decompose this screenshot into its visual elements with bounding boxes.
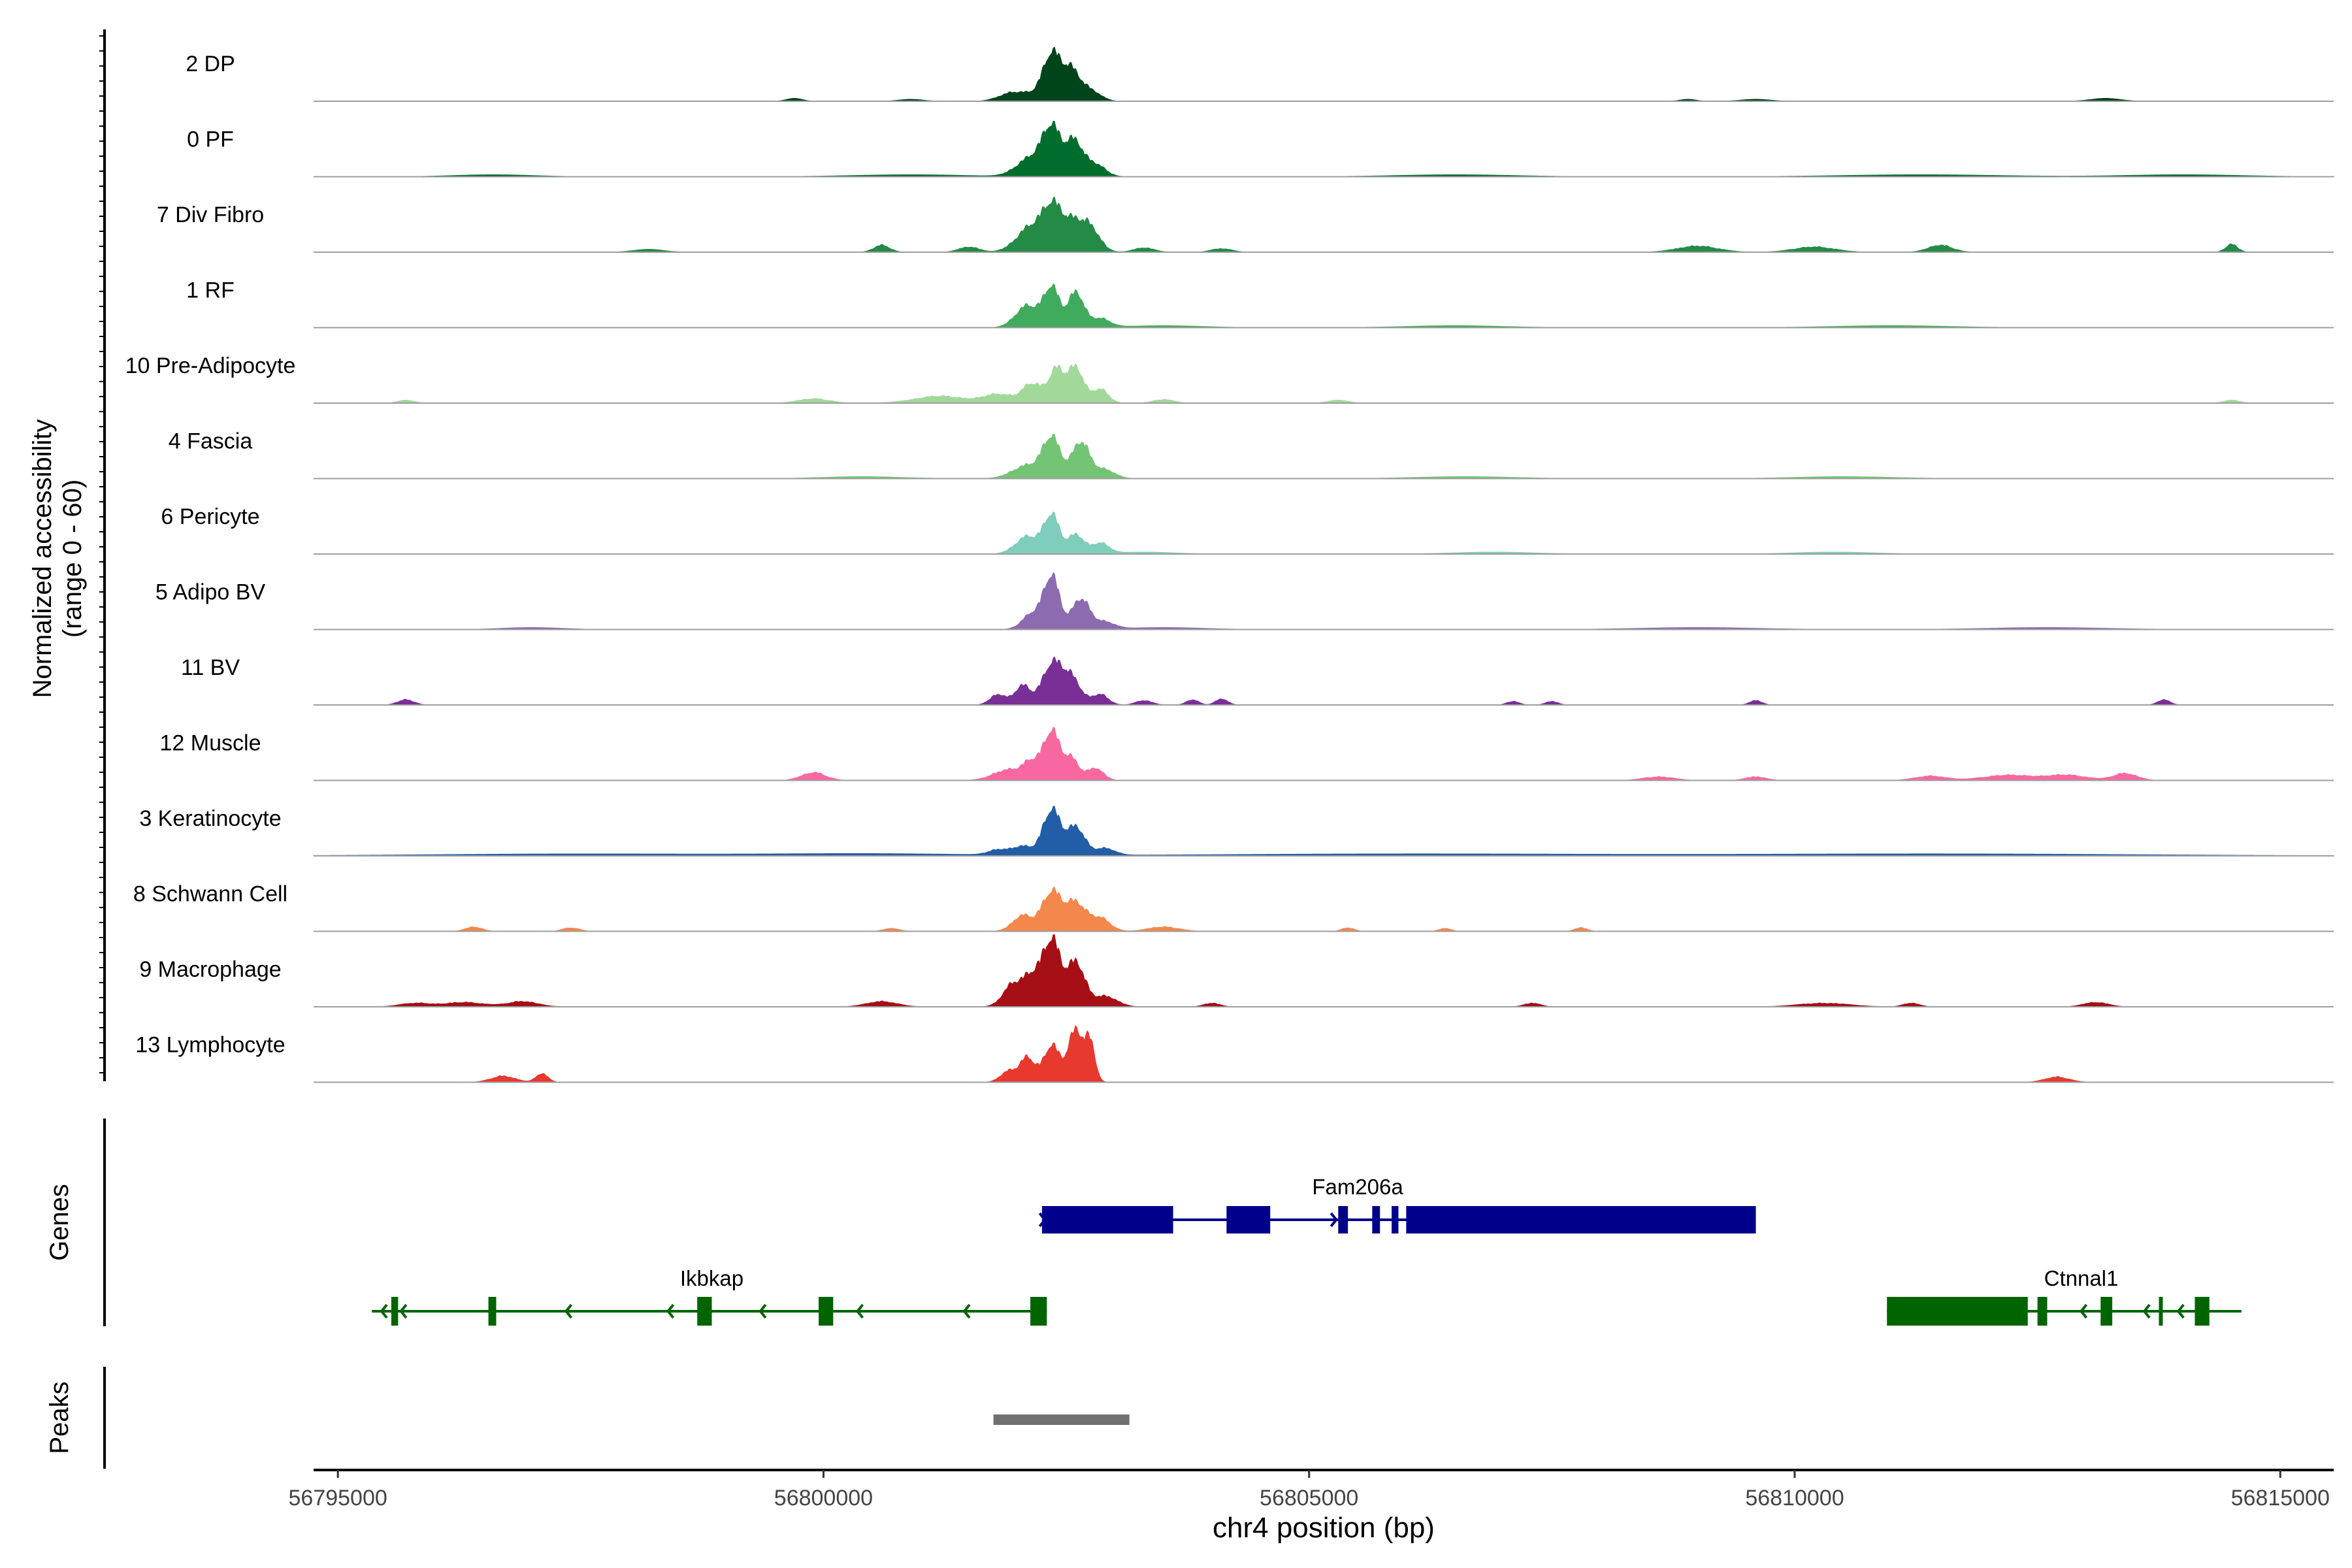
- gene-strand-arrow: [2079, 1303, 2088, 1319]
- track-area: [313, 806, 2334, 857]
- track-label: 10 Pre-Adipocyte: [125, 353, 296, 378]
- peaks-panel: [993, 1414, 1130, 1425]
- track-6: 4 Fascia: [169, 429, 2334, 480]
- coverage-ylabel-line1: Normalized accessibility: [28, 419, 57, 698]
- x-tick-label: 56815000: [2231, 1486, 2330, 1511]
- track-7: 6 Pericyte: [161, 504, 2334, 555]
- track-label: 7 Div Fibro: [157, 203, 264, 227]
- gene-fam206a: Fam206a: [1038, 1175, 1756, 1233]
- gene-strand-arrow: [399, 1303, 408, 1319]
- track-label: 11 BV: [181, 655, 240, 680]
- gene-exon: [2195, 1297, 2210, 1326]
- x-tick-label: 56800000: [774, 1486, 873, 1511]
- gene-exon: [488, 1297, 497, 1326]
- gene-label: Fam206a: [1312, 1175, 1403, 1199]
- gene-exon: [1041, 1206, 1173, 1233]
- x-tick-label: 56795000: [289, 1486, 387, 1511]
- coverage-ylabel-line2: (range 0 - 60): [58, 480, 87, 638]
- track-label: 0 PF: [187, 127, 234, 152]
- peak-region: [993, 1414, 1130, 1425]
- gene-ikbkap: Ikbkap: [372, 1266, 1047, 1326]
- genes-panel-label: Genes: [45, 1184, 74, 1261]
- track-9: 11 BV: [181, 655, 2334, 706]
- genes-panel: Fam206a Ikbkap Ctnnal1: [372, 1175, 2242, 1326]
- track-5: 10 Pre-Adipocyte: [125, 353, 2334, 404]
- track-14: 13 Lymphocyte: [135, 1025, 2334, 1083]
- track-4: 1 RF: [186, 278, 2334, 329]
- gene-strand-arrow: [759, 1303, 767, 1319]
- gene-label: Ikbkap: [680, 1266, 743, 1290]
- track-label: 6 Pericyte: [161, 504, 259, 529]
- peaks-panel-label: Peaks: [45, 1381, 74, 1454]
- gene-exon: [697, 1297, 712, 1326]
- gene-exon: [2159, 1297, 2163, 1326]
- gene-exon: [2100, 1297, 2113, 1326]
- coverage-y-axis: [99, 29, 106, 1081]
- track-10: 12 Muscle: [160, 727, 2334, 781]
- track-12: 8 Schwann Cell: [133, 882, 2334, 932]
- gene-exon: [1392, 1206, 1399, 1233]
- gene-strand-arrow: [380, 1303, 388, 1319]
- gene-strand-arrow: [564, 1303, 573, 1319]
- gene-exon: [1406, 1206, 1756, 1233]
- gene-exon: [1338, 1206, 1348, 1233]
- track-label: 1 RF: [186, 278, 235, 303]
- track-label: 3 Keratinocyte: [139, 806, 281, 831]
- track-11: 3 Keratinocyte: [139, 806, 2334, 857]
- track-3: 7 Div Fibro: [157, 196, 2334, 253]
- track-2: 0 PF: [187, 120, 2334, 178]
- gene-label: Ctnnal1: [2044, 1266, 2119, 1290]
- track-1: 2 DP: [186, 46, 2334, 102]
- track-8: 5 Adipo BV: [155, 572, 2334, 630]
- gene-exon: [1372, 1206, 1380, 1233]
- gene-exon: [1226, 1206, 1271, 1233]
- coverage-tracks: 2 DP 0 PF 7 Div Fibro 1 RF 10 Pre-Adipocyte 4…: [125, 46, 2334, 1083]
- gene-strand-arrow: [1330, 1212, 1338, 1228]
- track-label: 12 Muscle: [160, 731, 261, 756]
- gene-exon: [391, 1297, 399, 1326]
- gene-strand-arrow: [666, 1303, 675, 1319]
- gene-strand-arrow: [855, 1303, 864, 1319]
- track-label: 9 Macrophage: [139, 957, 281, 982]
- track-label: 5 Adipo BV: [155, 580, 266, 605]
- gene-strand-arrow: [2176, 1303, 2185, 1319]
- x-tick-label: 56805000: [1260, 1486, 1358, 1511]
- track-13: 9 Macrophage: [139, 934, 2334, 1007]
- x-axis-label: chr4 position (bp): [1213, 1512, 1435, 1544]
- x-tick-label: 56810000: [1745, 1486, 1844, 1511]
- track-label: 4 Fascia: [169, 429, 253, 454]
- gene-exon: [1030, 1297, 1047, 1326]
- gene-strand-arrow: [2142, 1303, 2151, 1319]
- track-label: 2 DP: [186, 52, 235, 76]
- gene-exon: [2037, 1297, 2048, 1326]
- track-label: 13 Lymphocyte: [135, 1033, 285, 1058]
- gene-strand-arrow: [962, 1303, 971, 1319]
- gene-exon: [1887, 1297, 2028, 1326]
- gene-exon: [819, 1297, 834, 1326]
- gene-ctnnal1: Ctnnal1: [1887, 1266, 2242, 1326]
- track-label: 8 Schwann Cell: [133, 882, 287, 907]
- x-axis: 56795000 56800000 56805000 56810000 56815000: [289, 1470, 2330, 1511]
